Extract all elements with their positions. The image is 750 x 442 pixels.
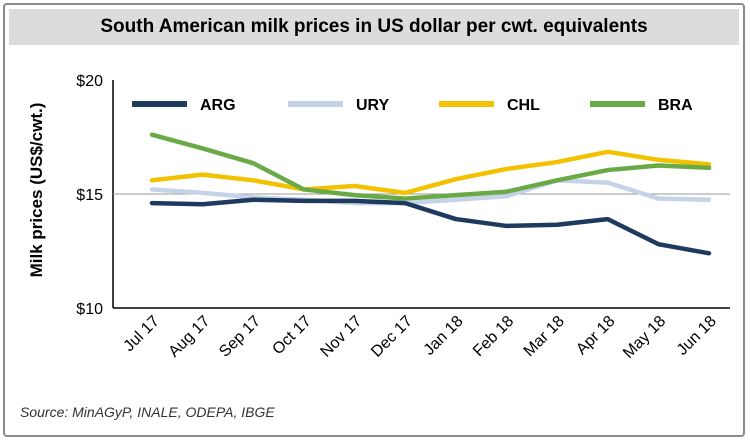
legend-label-chl: CHL	[507, 97, 540, 114]
title-bar: South American milk prices in US dollar …	[9, 9, 739, 45]
x-tick-label: Nov 17	[318, 313, 366, 361]
x-tick-label: Sep 17	[216, 313, 264, 361]
series-line-arg	[149, 197, 712, 256]
x-tick-label: Oct 17	[269, 313, 314, 358]
x-tick-label: Apr 18	[573, 313, 618, 358]
source-note: Source: MinAGyP, INALE, ODEPA, IBGE	[20, 404, 275, 420]
y-tick-label: $15	[76, 187, 103, 204]
x-tick-label: Aug 17	[166, 313, 214, 361]
x-tick-label: Jan 18	[421, 313, 467, 359]
x-tick-label: Jun 18	[674, 313, 720, 359]
series-line-ury	[149, 178, 712, 206]
y-tick-label: $10	[76, 301, 103, 318]
series-line-chl	[149, 149, 712, 196]
x-tick-label: Dec 17	[368, 313, 416, 361]
x-tick-label: Jul 17	[121, 313, 163, 355]
legend-label-ury: URY	[356, 97, 390, 114]
legend-label-arg: ARG	[200, 97, 236, 114]
chart-frame	[3, 3, 745, 437]
legend-label-bra: BRA	[658, 97, 693, 114]
x-tick-label: Mar 18	[521, 313, 568, 360]
x-tick-label: Feb 18	[470, 313, 517, 360]
series-line-bra	[149, 132, 712, 201]
y-tick-label: $20	[76, 73, 103, 90]
chart-title: South American milk prices in US dollar …	[100, 16, 648, 37]
y-axis-title: Milk prices (US$/cwt.)	[27, 103, 46, 278]
x-tick-label: May 18	[620, 313, 669, 362]
